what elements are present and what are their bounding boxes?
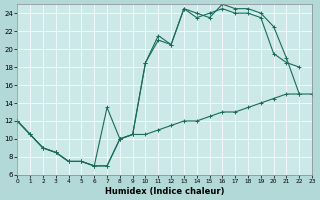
X-axis label: Humidex (Indice chaleur): Humidex (Indice chaleur) bbox=[105, 187, 224, 196]
